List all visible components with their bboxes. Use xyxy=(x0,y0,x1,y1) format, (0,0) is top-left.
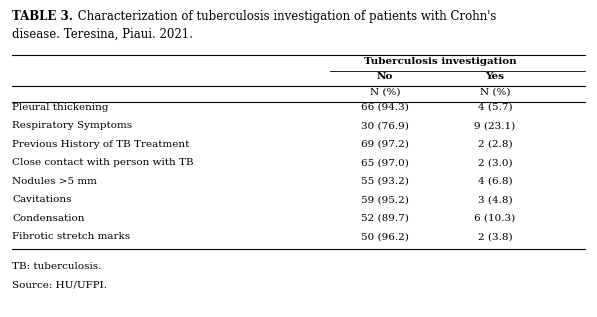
Text: N (%): N (%) xyxy=(370,87,400,96)
Text: Pleural thickening: Pleural thickening xyxy=(12,103,109,112)
Text: Respiratory Symptoms: Respiratory Symptoms xyxy=(12,121,132,131)
Text: 65 (97.0): 65 (97.0) xyxy=(361,158,409,167)
Text: Fibrotic stretch marks: Fibrotic stretch marks xyxy=(12,232,130,242)
Text: 2 (2.8): 2 (2.8) xyxy=(478,140,512,149)
Text: Close contact with person with TB: Close contact with person with TB xyxy=(12,158,193,167)
Text: Nodules >5 mm: Nodules >5 mm xyxy=(12,177,97,186)
Text: Cavitations: Cavitations xyxy=(12,196,72,204)
Text: 4 (6.8): 4 (6.8) xyxy=(478,177,512,186)
Text: Characterization of tuberculosis investigation of patients with Crohn's: Characterization of tuberculosis investi… xyxy=(74,10,496,23)
Text: 9 (23.1): 9 (23.1) xyxy=(475,121,516,131)
Text: 2 (3.0): 2 (3.0) xyxy=(478,158,512,167)
Text: TB: tuberculosis.: TB: tuberculosis. xyxy=(12,262,101,271)
Text: Source: HU/UFPI.: Source: HU/UFPI. xyxy=(12,281,107,290)
Text: 55 (93.2): 55 (93.2) xyxy=(361,177,409,186)
Text: 6 (10.3): 6 (10.3) xyxy=(475,214,516,223)
Text: 50 (96.2): 50 (96.2) xyxy=(361,232,409,242)
Text: 69 (97.2): 69 (97.2) xyxy=(361,140,409,149)
Text: Previous History of TB Treatment: Previous History of TB Treatment xyxy=(12,140,189,149)
Text: 4 (5.7): 4 (5.7) xyxy=(478,103,512,112)
Text: 52 (89.7): 52 (89.7) xyxy=(361,214,409,223)
Text: 30 (76.9): 30 (76.9) xyxy=(361,121,409,131)
Text: Tuberculosis investigation: Tuberculosis investigation xyxy=(364,56,516,66)
Text: 2 (3.8): 2 (3.8) xyxy=(478,232,512,242)
Text: TABLE 3.: TABLE 3. xyxy=(12,10,73,23)
Text: Condensation: Condensation xyxy=(12,214,85,223)
Text: 59 (95.2): 59 (95.2) xyxy=(361,196,409,204)
Text: 66 (94.3): 66 (94.3) xyxy=(361,103,409,112)
Text: No: No xyxy=(377,72,393,81)
Text: N (%): N (%) xyxy=(480,87,510,96)
Text: 3 (4.8): 3 (4.8) xyxy=(478,196,512,204)
Text: Yes: Yes xyxy=(485,72,504,81)
Text: disease. Teresina, Piaui. 2021.: disease. Teresina, Piaui. 2021. xyxy=(12,28,193,41)
